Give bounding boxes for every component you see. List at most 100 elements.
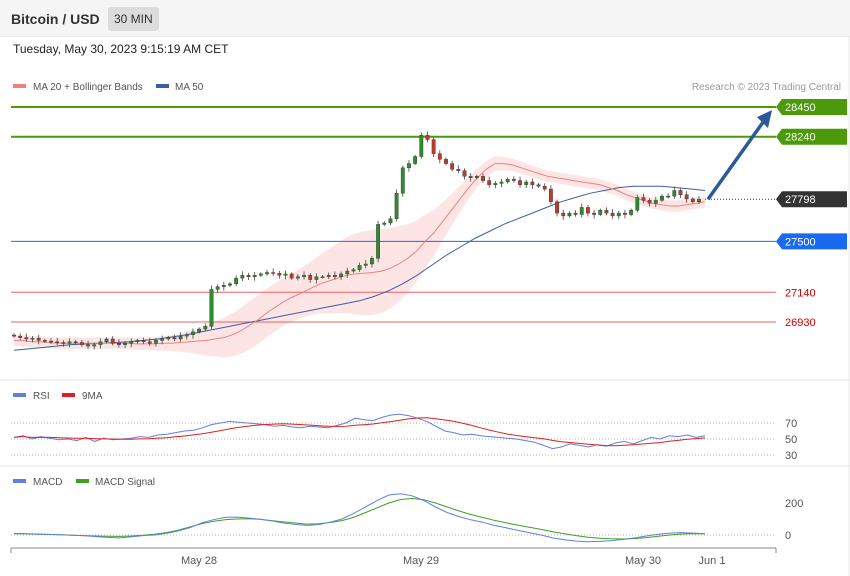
candle-body (487, 180, 492, 185)
candle (376, 221, 380, 263)
macd-level-label-0: 0 (785, 530, 791, 542)
candle (49, 338, 53, 345)
candle-body (295, 276, 300, 279)
legend-swatch-ma20 (13, 84, 26, 88)
x-tick-label: Jun 1 (699, 555, 726, 567)
candle (333, 271, 337, 280)
candle (616, 210, 621, 220)
legend-label-macd-signal: MACD Signal (95, 477, 155, 488)
candle-body (240, 275, 245, 279)
candle-body (697, 199, 701, 202)
candle (302, 271, 306, 280)
chart-header: Bitcoin / USD 30 MIN (0, 0, 850, 37)
candle-body (129, 341, 134, 344)
candle-body (178, 335, 183, 340)
candle (394, 189, 399, 222)
timeframe-badge[interactable]: 30 MIN (108, 7, 159, 31)
candle (73, 340, 78, 345)
candle-body (265, 272, 269, 275)
legend-swatch-macd-signal (76, 479, 89, 483)
candle-body (653, 200, 658, 204)
candle-body (690, 198, 695, 202)
candle (407, 160, 411, 172)
candle-body (672, 190, 677, 197)
current-price-label: 27798 (785, 194, 816, 206)
candle (647, 198, 652, 207)
candle-body (666, 195, 671, 198)
candle (518, 176, 522, 188)
candle-body (555, 201, 559, 214)
candle-body (203, 326, 208, 330)
candle-body (18, 335, 23, 338)
candle (246, 273, 251, 281)
candle (42, 338, 47, 343)
candle-body (468, 176, 473, 178)
candle-body (104, 338, 109, 343)
candle (598, 208, 603, 217)
candle (166, 335, 171, 341)
candle (209, 285, 214, 330)
candle-body (160, 338, 165, 341)
candle-body (147, 341, 152, 344)
candle (55, 337, 60, 346)
candle-body (73, 341, 78, 344)
candle-body (308, 275, 313, 280)
candle-body (647, 200, 652, 204)
candle-body (154, 340, 158, 344)
candle (191, 328, 195, 339)
candle-body (141, 340, 146, 343)
candle (499, 178, 504, 188)
candle (474, 174, 479, 180)
candle-body (339, 273, 343, 277)
candle-body (400, 167, 405, 194)
candle (18, 333, 23, 340)
rsi-ma-line (13, 417, 706, 447)
candle-body (610, 212, 615, 217)
candle-body (30, 338, 35, 340)
legend-swatch-rsi (13, 393, 26, 397)
candle-body (407, 163, 411, 169)
candle (548, 185, 553, 205)
x-tick-label: May 28 (181, 555, 217, 567)
macd-line (13, 493, 706, 543)
rsi-level-label-30: 30 (785, 450, 797, 462)
candle-body (24, 337, 29, 340)
candle-body (481, 176, 485, 181)
candle (370, 256, 374, 268)
candle-body (123, 343, 127, 345)
candle (203, 323, 208, 332)
candle-body (431, 139, 436, 154)
instrument-title: Bitcoin / USD (11, 11, 100, 27)
candle-body (456, 169, 461, 171)
candle (641, 193, 646, 204)
candle-body (444, 159, 448, 164)
candle-body (363, 263, 368, 266)
candle (30, 336, 35, 343)
candle (493, 181, 498, 189)
candle (419, 132, 424, 159)
candle (98, 338, 103, 349)
candle-body (370, 258, 374, 265)
candle-body (258, 273, 263, 276)
candle (592, 209, 596, 219)
candle (123, 340, 127, 349)
legend-swatch-ma50 (156, 84, 169, 88)
candle-body (228, 283, 232, 286)
candle-body (382, 222, 387, 225)
candle-body (573, 212, 578, 215)
candle-body (579, 207, 584, 215)
candle (271, 268, 276, 277)
level-label-26930: 26930 (785, 317, 816, 329)
candle-body (684, 194, 689, 200)
legend-label-ma50: MA 50 (175, 82, 204, 93)
candle-body (92, 344, 97, 347)
candle (697, 196, 701, 205)
candle-body (289, 273, 294, 279)
candle (573, 210, 578, 217)
candle (672, 186, 677, 199)
candle-body (394, 193, 399, 219)
level-tag-28240 (776, 128, 847, 145)
candle (117, 339, 121, 348)
candle-body (419, 135, 424, 157)
legend-label-rsi-ma: 9MA (82, 391, 103, 402)
